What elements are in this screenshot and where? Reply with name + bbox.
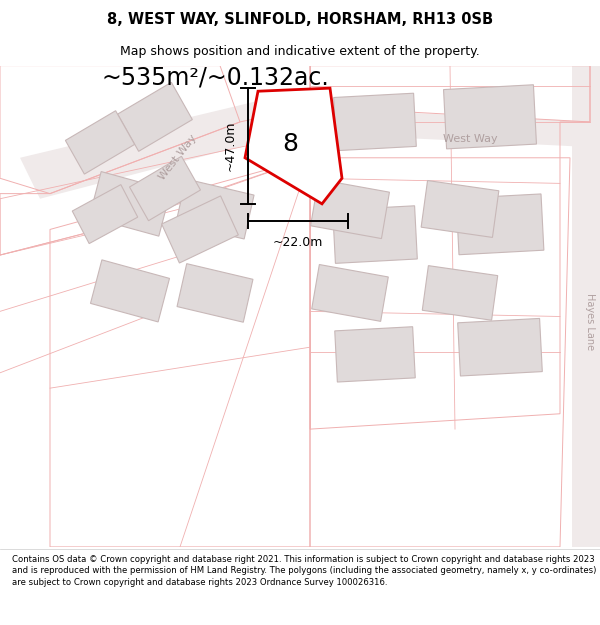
Polygon shape [572,66,600,547]
Text: ~535m²/~0.132ac.: ~535m²/~0.132ac. [101,66,329,90]
Polygon shape [91,260,170,322]
Text: Map shows position and indicative extent of the property.: Map shows position and indicative extent… [120,45,480,58]
Polygon shape [72,184,138,244]
Polygon shape [130,156,200,221]
Text: West Way: West Way [157,133,199,182]
Polygon shape [312,264,388,321]
Text: ~47.0m: ~47.0m [224,121,237,171]
Polygon shape [311,179,389,239]
Text: 8: 8 [282,132,298,156]
Polygon shape [177,264,253,322]
Polygon shape [161,196,238,263]
Text: 8, WEST WAY, SLINFOLD, HORSHAM, RH13 0SB: 8, WEST WAY, SLINFOLD, HORSHAM, RH13 0SB [107,12,493,27]
Text: West Way: West Way [443,134,497,144]
Polygon shape [334,93,416,151]
Polygon shape [245,88,342,204]
Polygon shape [456,194,544,255]
Polygon shape [176,179,254,239]
Polygon shape [422,266,498,320]
Polygon shape [20,86,335,199]
Polygon shape [421,181,499,238]
Polygon shape [280,107,600,148]
Polygon shape [332,206,418,263]
Polygon shape [458,318,542,376]
Polygon shape [65,111,134,174]
Text: Contains OS data © Crown copyright and database right 2021. This information is : Contains OS data © Crown copyright and d… [12,555,596,587]
Text: Hayes Lane: Hayes Lane [585,293,595,350]
Text: ~22.0m: ~22.0m [273,236,323,249]
Polygon shape [118,82,193,151]
Polygon shape [89,172,171,236]
Polygon shape [335,327,415,382]
Polygon shape [443,85,536,149]
